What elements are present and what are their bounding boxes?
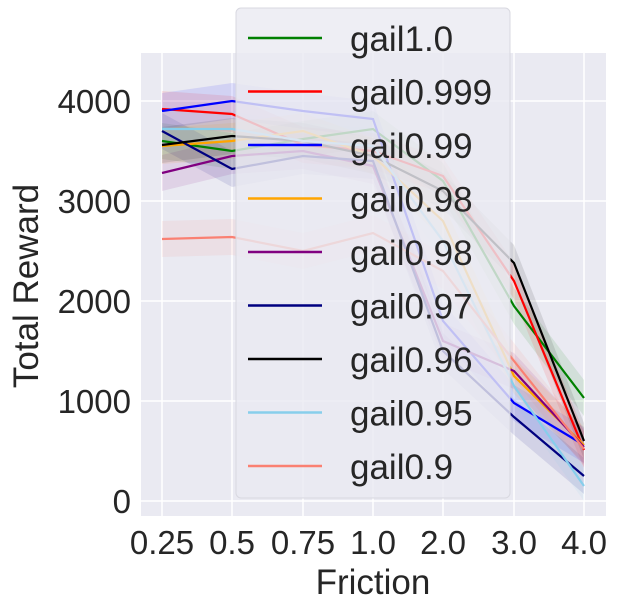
- x-tick-label: 0.5: [209, 524, 255, 561]
- legend: gail1.0 gail0.999 gail0.99 gail0.98 gail0.98…: [235, 7, 511, 499]
- legend-label: gail1.0: [350, 20, 453, 59]
- x-tick-label: 1.0: [350, 524, 396, 561]
- x-tick-label: 4.0: [561, 524, 607, 561]
- legend-label: gail0.96: [350, 341, 473, 380]
- legend-label: gail0.97: [350, 288, 473, 327]
- legend-label: gail0.95: [350, 395, 473, 434]
- x-tick-labels: 0.25 0.5 0.75 1.0 2.0 3.0 4.0: [130, 524, 607, 561]
- y-tick-label: 4000: [58, 83, 131, 120]
- y-axis-label: Total Reward: [7, 184, 46, 388]
- y-tick-labels: 0 1000 2000 3000 4000: [58, 83, 131, 520]
- series-band: [162, 118, 584, 459]
- legend-box: [235, 7, 511, 499]
- y-tick-label: 1000: [58, 383, 131, 420]
- x-tick-label: 2.0: [420, 524, 466, 561]
- x-tick-label: 3.0: [491, 524, 537, 561]
- y-tick-label: 3000: [58, 183, 131, 220]
- legend-label: gail0.99: [350, 127, 473, 166]
- legend-label: gail0.98: [350, 234, 473, 273]
- series-band: [162, 133, 584, 465]
- y-tick-label: 2000: [58, 283, 131, 320]
- legend-label: gail0.9: [350, 448, 453, 487]
- y-tick-label: 0: [113, 483, 131, 520]
- x-axis-label: Friction: [316, 563, 431, 602]
- x-tick-label: 0.75: [271, 524, 335, 561]
- legend-label: gail0.999: [350, 74, 492, 113]
- legend-label: gail0.98: [350, 181, 473, 220]
- x-tick-label: 0.25: [130, 524, 194, 561]
